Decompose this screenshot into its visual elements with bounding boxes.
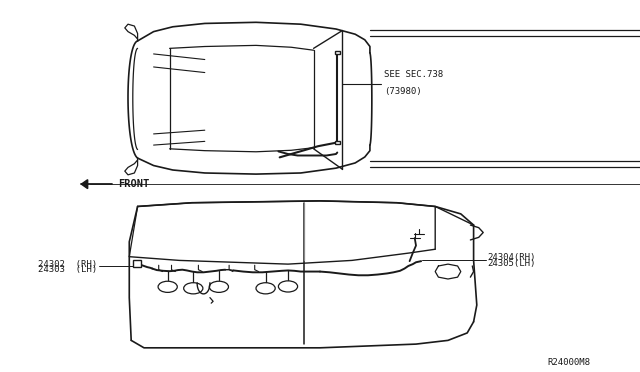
Bar [133, 260, 141, 267]
Text: 24304(RH): 24304(RH) [488, 253, 536, 262]
Text: R24000M8: R24000M8 [547, 358, 590, 367]
Bar [335, 141, 340, 144]
Bar [335, 51, 340, 54]
Text: 24305(LH): 24305(LH) [488, 259, 536, 267]
Text: FRONT: FRONT [118, 179, 150, 189]
Text: SEE SEC.738: SEE SEC.738 [384, 70, 443, 79]
Text: (73980): (73980) [384, 87, 422, 96]
Text: 24302  (RH): 24302 (RH) [38, 260, 97, 269]
Text: 24303  (LH): 24303 (LH) [38, 265, 97, 274]
Polygon shape [81, 180, 88, 189]
